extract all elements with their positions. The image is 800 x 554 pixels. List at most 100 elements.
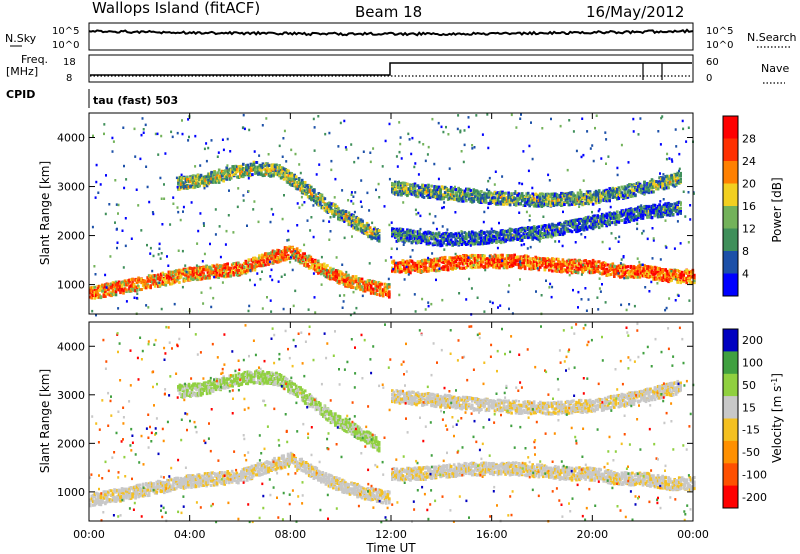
scatter-cell [359,287,362,291]
scatter-cell [468,262,471,266]
scatter-cell [425,266,429,270]
scatter-cell [259,264,263,268]
scatter-cell [188,266,192,270]
scatter-cell [345,274,349,278]
scatter-cell [351,275,355,279]
scatter-cell [671,212,675,216]
scatter-cell [235,273,239,277]
scatter-cell [120,281,124,284]
scatter-cell [317,259,320,263]
scatter-cell [193,277,196,281]
scatter-cell [445,268,448,272]
scatter-cell [152,282,155,286]
scatter-cell [312,267,316,271]
scatter-cell [416,264,420,268]
scatter-cell [116,286,119,290]
scatter-cell [439,259,442,263]
scatter-cell [104,294,107,298]
scatter-cell [262,263,266,267]
scatter-cell [378,293,382,296]
scatter-cell [253,256,257,260]
scatter-cell [170,282,174,286]
scatter-cell [292,248,296,252]
scatter-cell [383,290,387,294]
scatter-cell [164,277,168,280]
scatter-cell [218,265,222,269]
scatter-cell [191,278,195,281]
scatter-cell [478,262,482,265]
scatter-cell [321,267,325,271]
scatter-cell [98,284,101,288]
scatter-cell [161,281,165,285]
scatter-cell [270,257,273,261]
scatter-cell [430,268,433,272]
scatter-cell [394,265,397,269]
scatter-cell [314,264,317,268]
scatter-cell [223,269,226,273]
scatter-cell [193,269,196,273]
scatter-cell [303,263,306,266]
scatter-cell [324,272,328,276]
scatter-cell [234,269,237,273]
scatter-cell [443,265,447,269]
scatter-cell [283,251,287,254]
scatter-cell [510,254,513,258]
scatter-cell [347,281,350,285]
scatter-cell [99,287,103,291]
scatter-cell [385,286,388,290]
scatter-cell [335,278,338,282]
scatter-cell [104,290,107,294]
scatter-cell [295,249,299,253]
scatter-cell [388,290,391,294]
scatter-cell [366,286,370,290]
scatter-cell [303,181,307,184]
scatter-cell [388,283,391,287]
scatter-cell [274,259,278,263]
scatter-cell [111,281,115,285]
scatter-cell [333,272,337,276]
scatter-cell [250,258,254,262]
scatter-cell [449,259,453,262]
scatter-cell [320,266,323,270]
scatter-cell [184,270,187,274]
scatter-cell [182,277,186,281]
scatter-cell [262,254,266,258]
scatter-cell [483,266,486,269]
scatter-cell [153,284,157,288]
scatter-cell [679,211,682,215]
scatter-cell [292,252,296,255]
scatter-cell [300,259,303,263]
scatter-cell [259,256,263,260]
scatter-cell [119,285,122,289]
nsky-panel-frame [88,22,694,51]
scatter-cell [471,266,474,270]
scatter-cell [365,280,368,284]
scatter-cell [318,267,322,271]
scatter-cell [184,278,187,282]
scatter-cell [237,270,240,274]
scatter-cell [307,266,311,270]
scatter-cell [378,290,382,294]
scatter-cell [289,250,293,254]
scatter-cell [433,257,436,261]
scatter-cell [344,273,347,277]
scatter-cell [203,268,207,272]
scatter-cell [149,274,152,278]
scatter-cell [247,258,251,262]
scatter-cell [166,281,169,284]
scatter-cell [600,224,604,228]
scatter-cell [336,275,340,279]
scatter-cell [288,247,291,251]
scatter-cell [208,276,211,280]
scatter-cell [304,254,308,258]
scatter-cell [394,182,397,186]
scatter-cell [433,260,436,264]
scatter-cell [303,256,306,260]
scatter-cell [424,268,427,271]
scatter-cell [439,189,442,193]
scatter-cell [381,288,385,292]
scatter-cell [93,296,97,300]
scatter-cell [242,162,245,166]
scatter-cell [369,280,373,284]
scatter-cell [96,292,100,296]
